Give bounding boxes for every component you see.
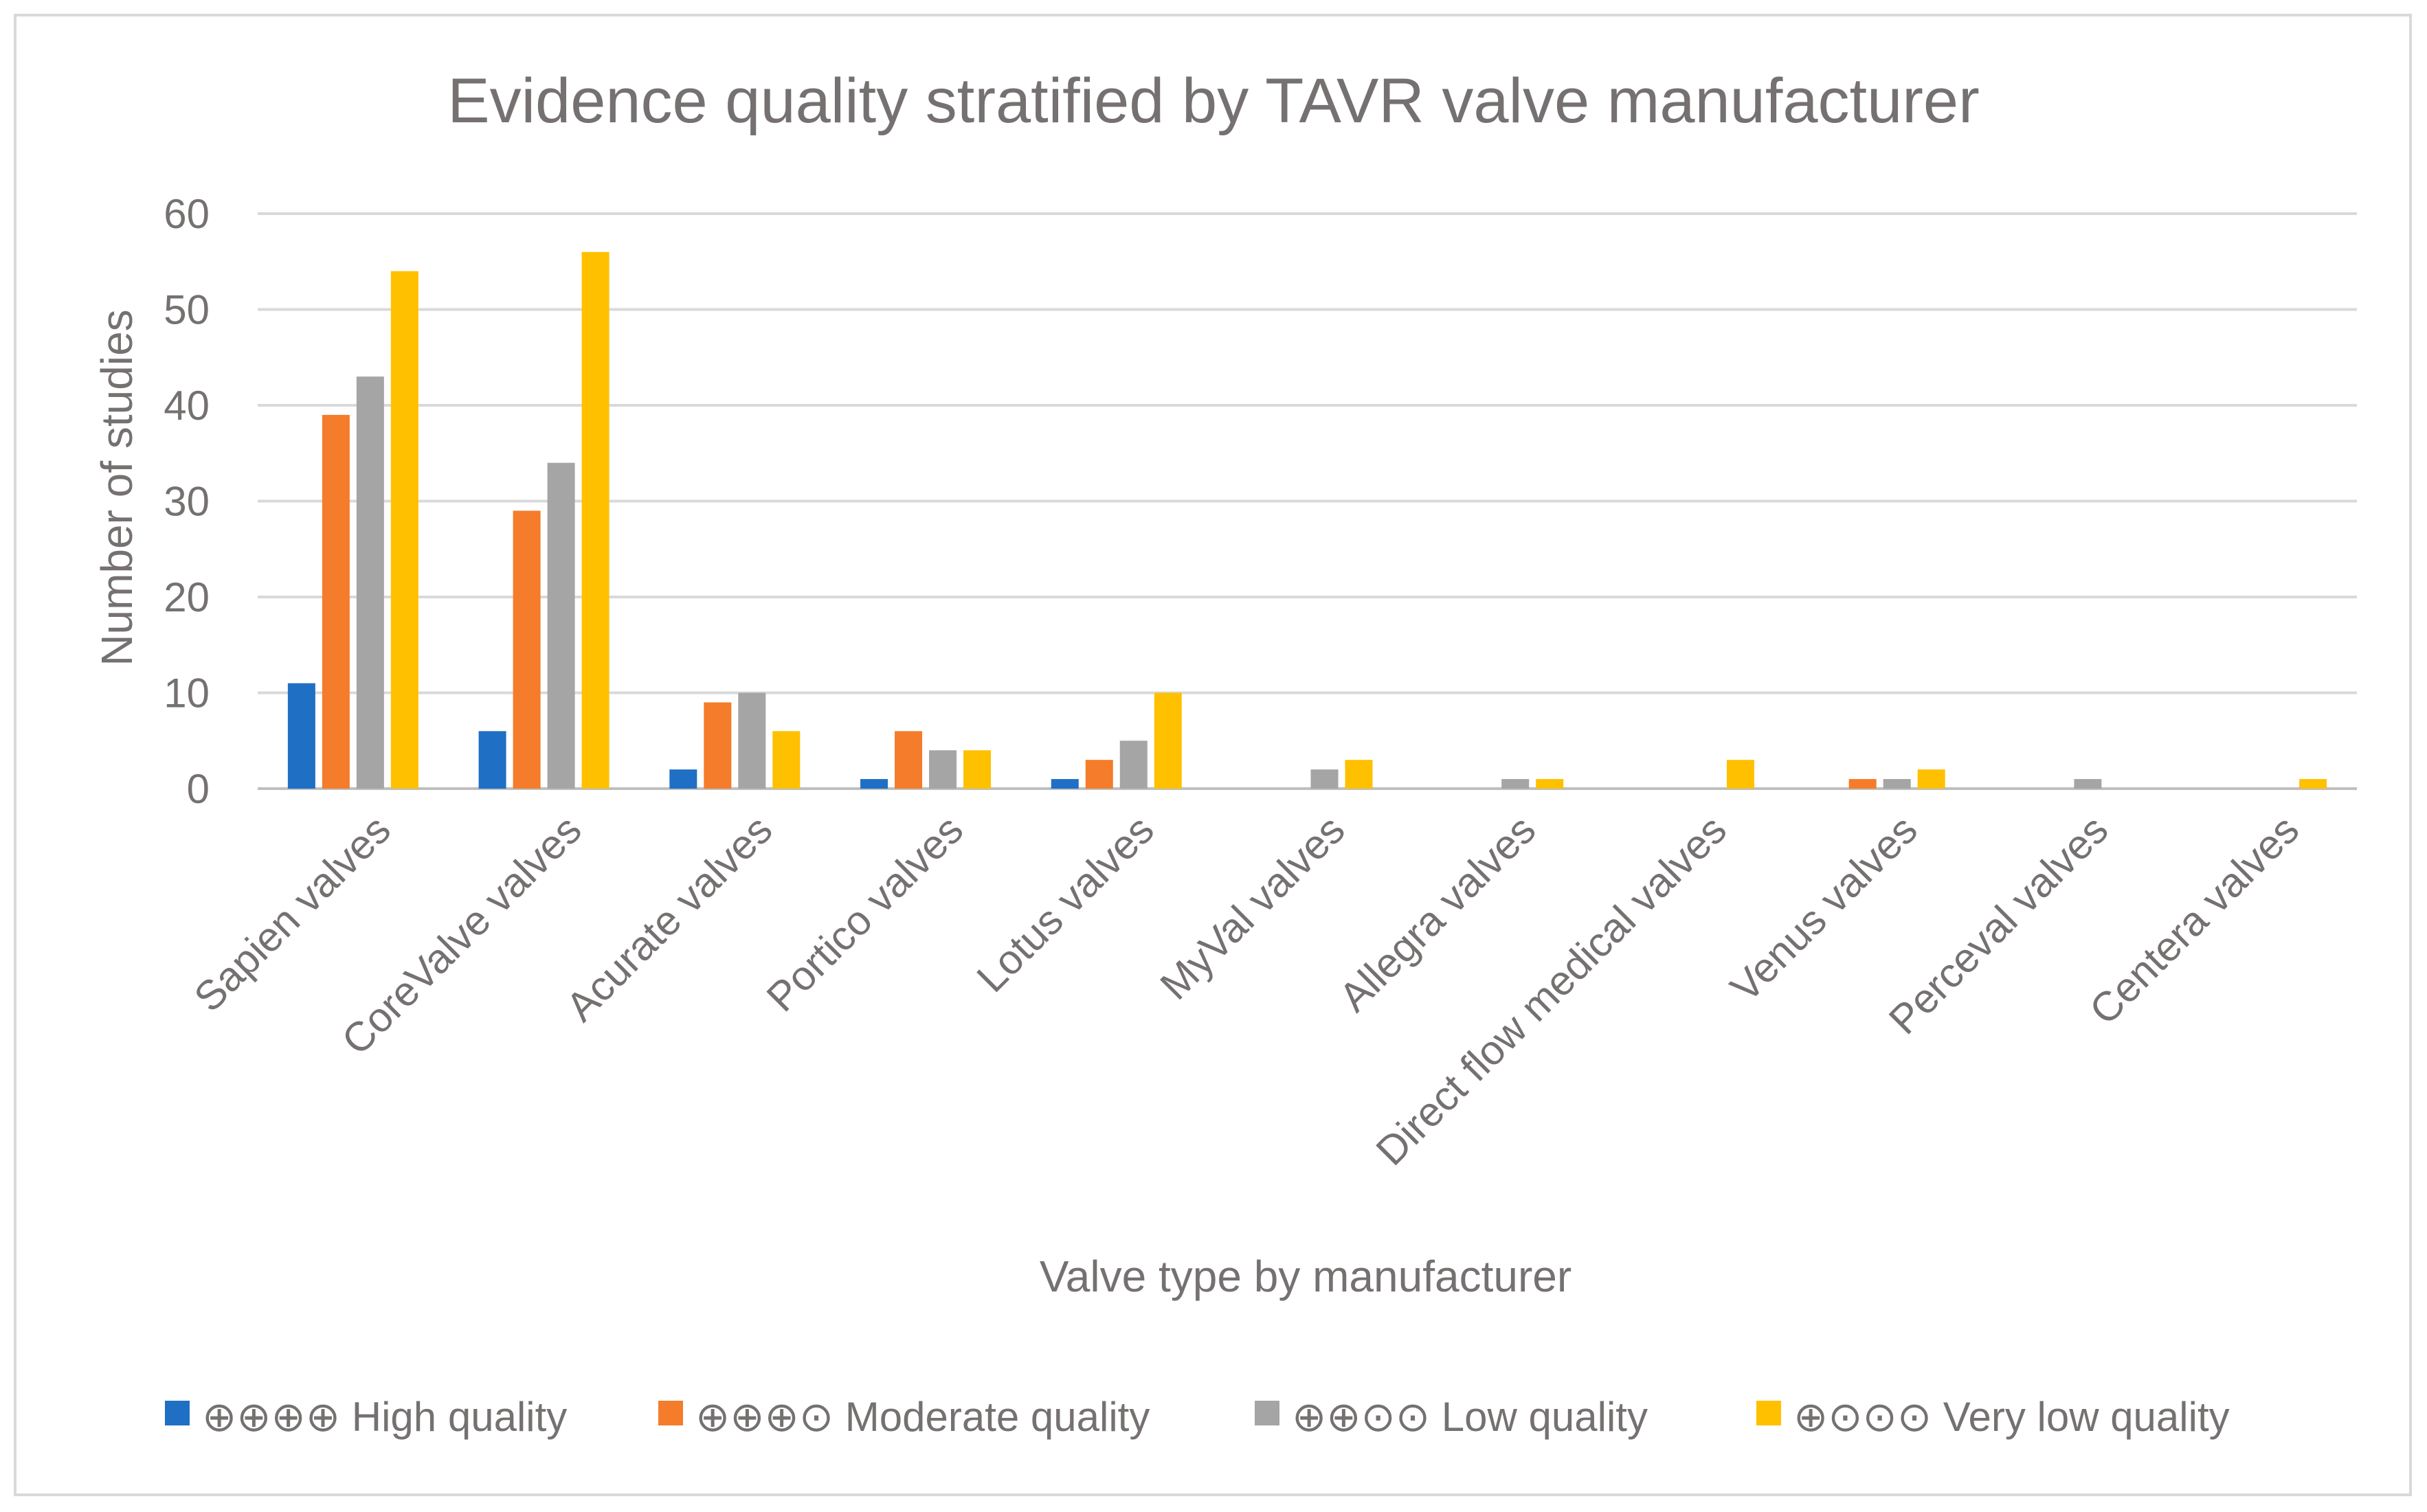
bar xyxy=(1345,760,1373,789)
bar xyxy=(2074,779,2102,789)
bar xyxy=(547,462,575,789)
bar xyxy=(322,414,350,789)
x-tick-label: Direct flow medical valves xyxy=(1367,806,1735,1174)
y-tick-label: 0 xyxy=(187,766,210,812)
bar xyxy=(1501,779,1530,789)
bar xyxy=(1119,741,1148,789)
x-tick-label: MyVal valves xyxy=(1152,806,1354,1008)
legend: ⊕⊕⊕⊕ High quality ⊕⊕⊕⊙ Moderate quality ⊕⊕… xyxy=(165,1394,2230,1440)
x-tick-label: Sapien valves xyxy=(186,806,400,1021)
y-tick-label: 10 xyxy=(164,670,210,716)
legend-swatch xyxy=(165,1401,190,1425)
bar xyxy=(860,779,888,789)
bar xyxy=(1848,779,1877,789)
bar xyxy=(1917,769,1945,789)
bar xyxy=(1310,769,1339,789)
bar xyxy=(1536,779,1564,789)
bar xyxy=(772,731,801,789)
bar xyxy=(581,251,609,789)
bar xyxy=(1085,760,1113,789)
y-tick-labels: 0 10 20 30 40 50 60 xyxy=(164,191,210,812)
bar xyxy=(513,510,541,789)
legend-swatch xyxy=(658,1401,683,1425)
bars xyxy=(287,251,2327,789)
legend-swatch xyxy=(1756,1401,1781,1425)
y-tick-label: 30 xyxy=(164,479,210,525)
bar xyxy=(704,702,732,789)
chart-title: Evidence quality stratified by TAVR valv… xyxy=(447,66,1979,136)
bar xyxy=(929,750,957,789)
y-tick-label: 40 xyxy=(164,383,210,429)
bar xyxy=(478,731,506,789)
bar xyxy=(2299,779,2327,789)
x-tick-label: Portico valves xyxy=(758,806,972,1020)
legend-label: ⊕⊕⊕⊕ High quality xyxy=(202,1394,567,1440)
y-tick-label: 50 xyxy=(164,287,210,333)
legend-swatch xyxy=(1255,1401,1279,1425)
y-tick-label: 60 xyxy=(164,191,210,237)
bar xyxy=(963,750,992,789)
bar xyxy=(356,376,384,789)
bar xyxy=(738,692,766,789)
bar xyxy=(390,271,418,789)
bar xyxy=(1051,779,1079,789)
y-tick-label: 20 xyxy=(164,574,210,620)
bar xyxy=(287,683,315,789)
x-tick-label: Lotus valves xyxy=(968,806,1163,1001)
x-tick-label: Acurate valves xyxy=(557,806,781,1030)
x-tick-label: Venus valves xyxy=(1721,806,1925,1011)
bar xyxy=(1154,692,1182,789)
y-axis-label: Number of studies xyxy=(92,309,142,666)
bar xyxy=(895,731,923,789)
bar xyxy=(1726,760,1754,789)
x-tick-label: Allegra valves xyxy=(1330,806,1544,1020)
bar xyxy=(669,769,697,789)
legend-label: ⊕⊕⊕⊙ Moderate quality xyxy=(695,1394,1150,1440)
legend-label: ⊕⊙⊙⊙ Very low quality xyxy=(1793,1394,2230,1440)
bar xyxy=(1883,779,1911,789)
legend-label: ⊕⊕⊙⊙ Low quality xyxy=(1292,1394,1648,1440)
x-axis-label: Valve type by manufacturer xyxy=(1040,1252,1572,1301)
